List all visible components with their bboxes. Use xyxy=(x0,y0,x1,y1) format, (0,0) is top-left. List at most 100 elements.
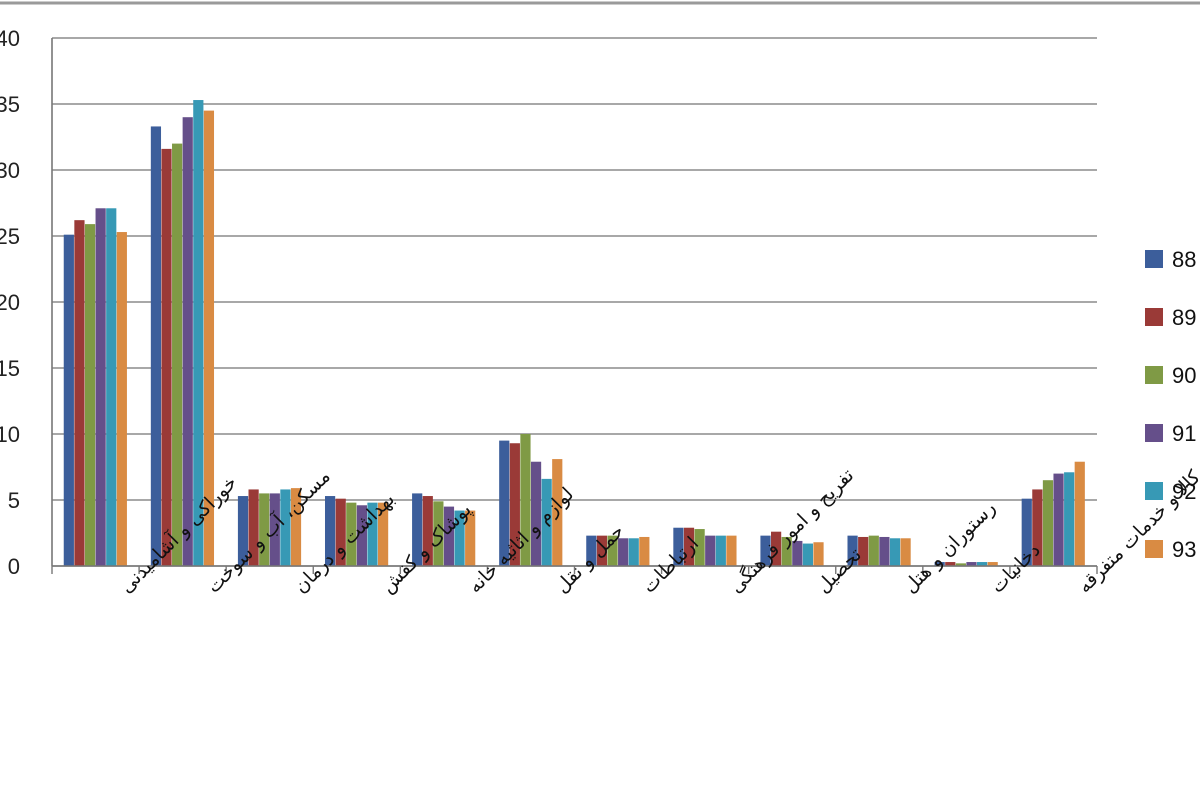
bar xyxy=(443,506,455,566)
bar xyxy=(346,502,357,566)
bar xyxy=(520,434,531,566)
bar xyxy=(1053,473,1064,566)
legend-swatch xyxy=(1145,424,1163,442)
bar xyxy=(847,535,858,566)
bar xyxy=(879,536,890,566)
legend-label: 91 xyxy=(1172,421,1196,446)
bar xyxy=(726,535,737,566)
legend-label: 93 xyxy=(1172,537,1196,562)
y-tick-label: 40 xyxy=(0,26,20,51)
legend-swatch xyxy=(1145,250,1163,268)
bar xyxy=(377,502,389,566)
bar xyxy=(683,527,695,566)
y-tick-label: 25 xyxy=(0,224,20,249)
bar xyxy=(1074,461,1085,566)
bar xyxy=(900,538,911,566)
bar xyxy=(465,510,476,566)
category-label: دخانیات xyxy=(986,539,1044,597)
bar xyxy=(182,117,193,566)
bar xyxy=(934,562,945,566)
bar xyxy=(290,488,302,566)
bar xyxy=(966,562,977,566)
bar xyxy=(618,538,629,566)
bar xyxy=(509,443,520,566)
bar xyxy=(868,535,879,566)
bar xyxy=(792,540,803,566)
bar xyxy=(280,489,291,566)
bar xyxy=(802,543,814,566)
bar xyxy=(628,538,639,566)
bar xyxy=(269,493,280,566)
bar xyxy=(976,562,988,566)
bar xyxy=(335,498,346,566)
y-tick-label: 30 xyxy=(0,158,20,183)
bar xyxy=(639,536,650,566)
bar xyxy=(1064,472,1075,566)
bar xyxy=(74,220,85,566)
bar xyxy=(499,440,510,566)
bar xyxy=(1042,480,1054,566)
bar xyxy=(356,505,367,566)
bar xyxy=(889,538,901,566)
bar xyxy=(150,126,162,566)
bar xyxy=(541,478,552,566)
bar xyxy=(63,234,74,566)
legend-label: 90 xyxy=(1172,363,1196,388)
bar xyxy=(586,535,597,566)
y-tick-label: 10 xyxy=(0,422,20,447)
y-tick-label: 15 xyxy=(0,356,20,381)
bar xyxy=(248,489,259,566)
bar xyxy=(760,535,771,566)
legend-swatch xyxy=(1145,482,1163,500)
bar xyxy=(945,562,956,566)
y-tick-label: 35 xyxy=(0,92,20,117)
bar xyxy=(193,100,204,566)
y-tick-label: 20 xyxy=(0,290,20,315)
y-axis-ticks: 0 5 10 15 20 25 30 35 40 xyxy=(0,26,20,579)
legend: 88 89 90 91 92 93 xyxy=(1145,247,1196,562)
legend-label: 92 xyxy=(1172,479,1196,504)
bar xyxy=(607,535,618,566)
bar xyxy=(259,493,270,566)
bar xyxy=(596,535,608,566)
bar xyxy=(161,148,172,566)
bar xyxy=(705,535,716,566)
bar xyxy=(116,232,127,567)
bar xyxy=(367,502,378,566)
bar xyxy=(106,208,117,566)
bar xyxy=(454,510,465,566)
bar xyxy=(203,110,215,566)
bar xyxy=(1032,489,1043,566)
bar xyxy=(987,562,998,566)
category-label: رستوران و هتل xyxy=(899,497,1000,598)
bar xyxy=(324,496,336,566)
bar xyxy=(813,542,824,566)
bar xyxy=(433,501,444,566)
legend-label: 89 xyxy=(1172,305,1196,330)
legend-swatch xyxy=(1145,366,1163,384)
bar xyxy=(422,496,433,566)
legend-swatch xyxy=(1145,308,1163,326)
bar xyxy=(95,208,106,566)
bar xyxy=(530,461,542,566)
bar xyxy=(673,527,684,566)
bar xyxy=(694,529,705,566)
bar xyxy=(771,531,782,566)
bar xyxy=(412,493,423,566)
bar xyxy=(84,224,96,566)
bar xyxy=(715,535,726,566)
bar xyxy=(172,143,183,566)
bar xyxy=(552,459,563,566)
y-tick-label: 5 xyxy=(8,488,20,513)
legend-label: 88 xyxy=(1172,247,1196,272)
axes xyxy=(51,38,1098,574)
bar xyxy=(781,536,792,566)
bar xyxy=(237,496,249,566)
y-tick-label: 0 xyxy=(8,554,20,579)
bar xyxy=(1021,498,1032,566)
bars xyxy=(63,100,1085,567)
bar xyxy=(955,563,966,566)
bar xyxy=(858,536,869,566)
